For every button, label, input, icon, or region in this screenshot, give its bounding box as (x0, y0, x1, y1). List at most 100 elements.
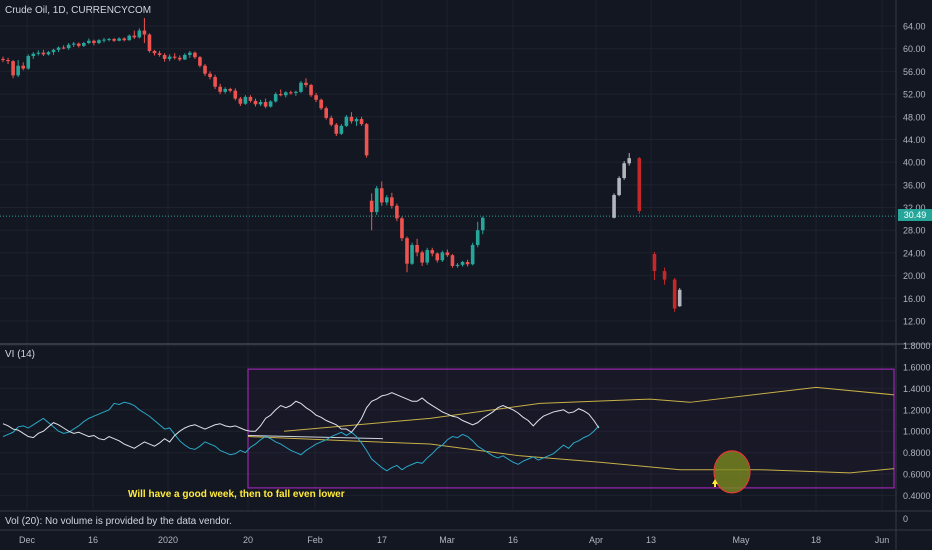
candle-body (87, 40, 91, 44)
candle-body (637, 158, 642, 211)
candle (97, 39, 101, 45)
candle-body (97, 40, 101, 44)
time-tick-label: 18 (811, 535, 821, 545)
candle-body (319, 99, 323, 109)
price-tick-label: 20.00 (903, 271, 926, 281)
candle-body (218, 86, 222, 92)
candle (147, 33, 152, 53)
candle (218, 83, 222, 95)
price-axis: 64.00 60.00 56.00 52.00 48.00 44.00 40.00 36.00… (903, 22, 931, 525)
candle-body (294, 91, 298, 93)
candle (112, 37, 116, 42)
candle (410, 242, 414, 265)
time-tick-label: 17 (377, 535, 387, 545)
candle-body (470, 244, 475, 265)
candle (450, 254, 455, 268)
candle-body (228, 88, 233, 91)
candle-body (76, 43, 81, 46)
candle-body (374, 188, 379, 213)
candle-body (385, 197, 389, 203)
candle-body (208, 73, 212, 78)
candle (420, 250, 424, 266)
candle-body (652, 254, 657, 272)
candle-body (1, 58, 5, 61)
vi-tick-label: 1.2000 (903, 405, 931, 415)
candle-body (450, 255, 455, 266)
projection-candle (622, 161, 626, 180)
candle-body (273, 94, 278, 102)
candle-body (395, 205, 399, 219)
candle (400, 216, 404, 242)
candle-body (238, 98, 243, 104)
candle (183, 53, 187, 61)
candle-body (314, 95, 318, 100)
candle (324, 106, 328, 120)
candle-body (263, 102, 268, 107)
highlight-circle (713, 450, 751, 494)
candle-body (268, 101, 273, 107)
candle-body (56, 47, 61, 50)
candle-body (425, 250, 429, 263)
time-tick-label: 2020 (158, 535, 178, 545)
candle-body (258, 102, 263, 105)
candle (41, 49, 46, 57)
candle-body (71, 43, 76, 45)
candle-body (329, 117, 334, 125)
candle (117, 37, 121, 42)
candle (299, 81, 303, 93)
time-axis: Dec 16 2020 20 Feb 17 Mar 16 Apr 13 May 18 Jun (19, 535, 889, 545)
candle-body (112, 39, 116, 41)
candle (273, 92, 278, 103)
candle-body (21, 65, 25, 69)
vortex-indicator-title: VI (14) (5, 349, 36, 360)
candle-body (440, 252, 445, 261)
candle-body (127, 35, 132, 41)
candle-body (51, 49, 56, 53)
candle (304, 78, 308, 88)
candle (92, 39, 96, 46)
projection-candle (617, 176, 621, 197)
candle-body (359, 119, 364, 125)
candle-body (390, 197, 394, 206)
candle (6, 57, 10, 65)
candle-body (435, 253, 440, 261)
candle (198, 56, 202, 68)
candle (157, 50, 162, 57)
candle-body (400, 218, 404, 239)
price-tick-label: 56.00 (903, 67, 926, 77)
price-tick-label: 64.00 (903, 22, 926, 32)
candle (21, 62, 25, 71)
candle-body (157, 53, 162, 55)
candle (379, 181, 384, 206)
candle-body (465, 262, 470, 265)
candle (61, 45, 66, 50)
candle-body (46, 52, 51, 55)
candle (289, 90, 293, 95)
candle-body (198, 57, 202, 66)
vi-tick-label: 1.6000 (903, 363, 931, 373)
candle (228, 87, 233, 93)
projection-candle (662, 267, 667, 285)
candle-body (223, 88, 227, 92)
candle (248, 95, 253, 103)
candle (455, 263, 460, 268)
candle-body (662, 271, 667, 280)
candle (435, 252, 440, 263)
price-tick-label: 36.00 (903, 180, 926, 190)
candle (107, 37, 111, 42)
candle (364, 123, 369, 158)
candle (137, 28, 142, 39)
candle-body (617, 178, 621, 196)
candle-body (213, 77, 217, 87)
candle-body (172, 56, 177, 58)
candle-body (61, 47, 66, 49)
candle (253, 98, 258, 107)
time-tick-label: Mar (439, 535, 455, 545)
candle-body (324, 108, 328, 118)
candle (172, 53, 177, 60)
candle-body (142, 30, 147, 35)
candle (152, 49, 157, 56)
candle-body (122, 38, 126, 41)
candle (339, 124, 344, 135)
candle-body (309, 85, 313, 96)
